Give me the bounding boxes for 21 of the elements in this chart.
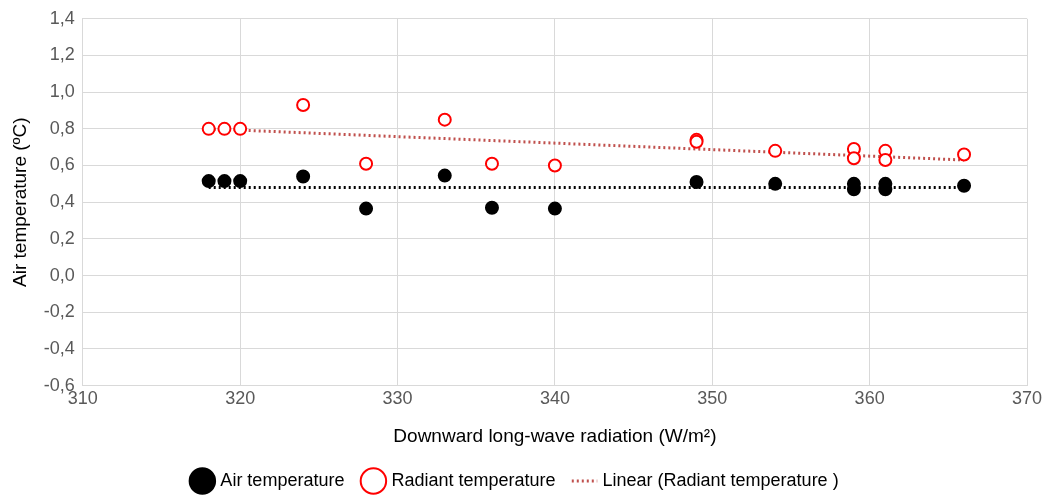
x-tick-label: 360 bbox=[854, 388, 885, 409]
x-tick-label: 320 bbox=[225, 388, 256, 409]
y-tick-label: 0,4 bbox=[49, 191, 75, 212]
y-tick-label: 0,2 bbox=[49, 227, 75, 248]
y-tick-label: 1,4 bbox=[49, 7, 75, 28]
x-tick-label: 330 bbox=[382, 388, 413, 409]
y-tick-label: 0,6 bbox=[49, 154, 75, 175]
y-axis-title: Air temperature (ºC) bbox=[8, 117, 30, 287]
y-tick-label: -0,2 bbox=[43, 301, 75, 322]
y-tick-label: 0,0 bbox=[49, 264, 75, 285]
x-axis-title: Downward long-wave radiation (W/m²) bbox=[393, 424, 717, 446]
y-tick-label: 0,8 bbox=[49, 117, 75, 138]
legend-label: Air temperature bbox=[220, 469, 345, 490]
x-tick-label: 370 bbox=[1011, 388, 1043, 409]
y-tick-label: 1,2 bbox=[49, 44, 75, 65]
legend-label: Radiant temperature bbox=[391, 469, 556, 490]
x-tick-label: 350 bbox=[697, 388, 728, 409]
y-tick-label: -0,4 bbox=[43, 337, 75, 358]
y-tick-label: 1,0 bbox=[49, 81, 75, 102]
x-tick-label: 340 bbox=[539, 388, 570, 409]
legend-label: Linear (Radiant temperature ) bbox=[602, 469, 839, 490]
